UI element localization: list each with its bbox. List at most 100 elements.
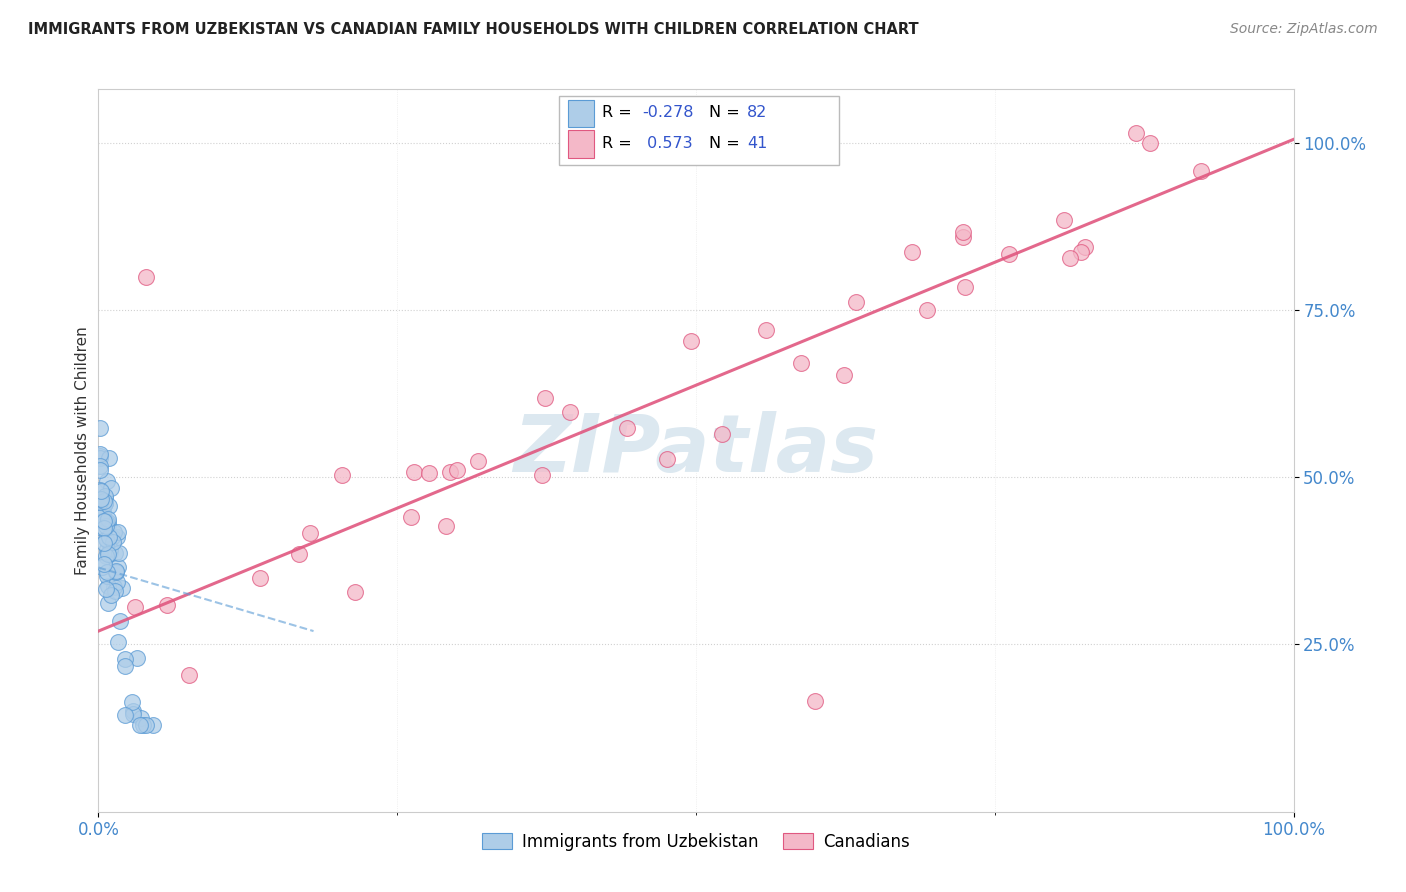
Point [790, 356, 813, 370]
Point [89, 458, 111, 473]
Point [105, 566, 128, 580]
Point [93, 496, 115, 510]
Point [558, 405, 581, 419]
Text: Source: ZipAtlas.com: Source: ZipAtlas.com [1230, 22, 1378, 37]
Point [96, 532, 118, 546]
Point [107, 635, 129, 649]
Text: R =: R = [602, 105, 637, 120]
Point [93, 493, 115, 508]
Point [111, 581, 134, 595]
Point [104, 564, 127, 578]
Point [952, 230, 974, 244]
Legend: Immigrants from Uzbekistan, Canadians: Immigrants from Uzbekistan, Canadians [475, 826, 917, 857]
Point [900, 244, 922, 259]
Point [330, 468, 353, 483]
Point [657, 452, 679, 467]
Point [952, 226, 974, 240]
Point [89, 483, 111, 498]
FancyBboxPatch shape [568, 100, 595, 128]
Point [89, 447, 111, 461]
Point [121, 706, 143, 721]
Point [755, 322, 778, 336]
Point [98, 451, 121, 466]
Point [93, 536, 115, 550]
Point [108, 614, 131, 628]
Point [135, 717, 157, 731]
Point [446, 463, 468, 477]
Point [114, 658, 136, 673]
Point [104, 546, 127, 560]
Point [832, 368, 855, 383]
Text: 0.573: 0.573 [643, 136, 693, 151]
Point [94, 496, 117, 510]
Point [418, 466, 440, 480]
Point [104, 584, 127, 599]
Point [97, 511, 120, 525]
Point [98, 542, 121, 557]
Point [531, 468, 554, 483]
Point [122, 705, 145, 719]
Point [125, 650, 148, 665]
Point [114, 708, 136, 723]
Point [100, 530, 122, 544]
Point [91, 503, 114, 517]
Point [96, 475, 118, 489]
Point [96, 568, 118, 582]
FancyBboxPatch shape [568, 130, 595, 158]
Point [114, 651, 136, 665]
Point [96, 541, 118, 556]
Point [96, 565, 118, 579]
Point [135, 269, 157, 284]
Point [1053, 212, 1076, 227]
Point [89, 420, 111, 434]
Point [90, 483, 112, 498]
Point [93, 496, 115, 510]
Point [103, 524, 125, 539]
Point [1070, 245, 1092, 260]
Point [132, 717, 155, 731]
Point [249, 570, 271, 584]
Point [1189, 164, 1212, 178]
Point [616, 421, 638, 435]
Text: -0.278: -0.278 [643, 105, 693, 120]
Point [94, 495, 117, 509]
Text: IMMIGRANTS FROM UZBEKISTAN VS CANADIAN FAMILY HOUSEHOLDS WITH CHILDREN CORRELATI: IMMIGRANTS FROM UZBEKISTAN VS CANADIAN F… [28, 22, 918, 37]
Point [1139, 136, 1161, 150]
Point [107, 560, 129, 574]
Point [1125, 127, 1147, 141]
Point [93, 514, 115, 528]
Text: N =: N = [709, 105, 745, 120]
Point [108, 546, 131, 560]
FancyBboxPatch shape [558, 96, 839, 165]
Point [434, 519, 457, 533]
Text: 41: 41 [748, 136, 768, 151]
Point [96, 533, 118, 547]
Point [467, 454, 489, 468]
Point [90, 500, 112, 515]
Point [131, 711, 153, 725]
Point [97, 515, 120, 529]
Point [89, 509, 111, 524]
Point [94, 582, 117, 596]
Point [91, 559, 114, 574]
Point [804, 694, 827, 708]
Point [91, 492, 114, 507]
Point [439, 465, 461, 479]
Text: 82: 82 [748, 105, 768, 120]
Point [100, 481, 122, 495]
Point [94, 491, 117, 505]
Text: R =: R = [602, 136, 637, 151]
Point [177, 668, 200, 682]
Text: N =: N = [709, 136, 745, 151]
Text: ZIPatlas: ZIPatlas [513, 411, 879, 490]
Y-axis label: Family Households with Children: Family Households with Children [75, 326, 90, 574]
Point [94, 515, 117, 529]
Point [142, 717, 165, 731]
Point [399, 510, 422, 524]
Point [96, 549, 118, 563]
Point [998, 247, 1021, 261]
Point [89, 463, 111, 477]
Point [710, 427, 733, 442]
Point [91, 506, 114, 520]
Point [845, 295, 868, 310]
